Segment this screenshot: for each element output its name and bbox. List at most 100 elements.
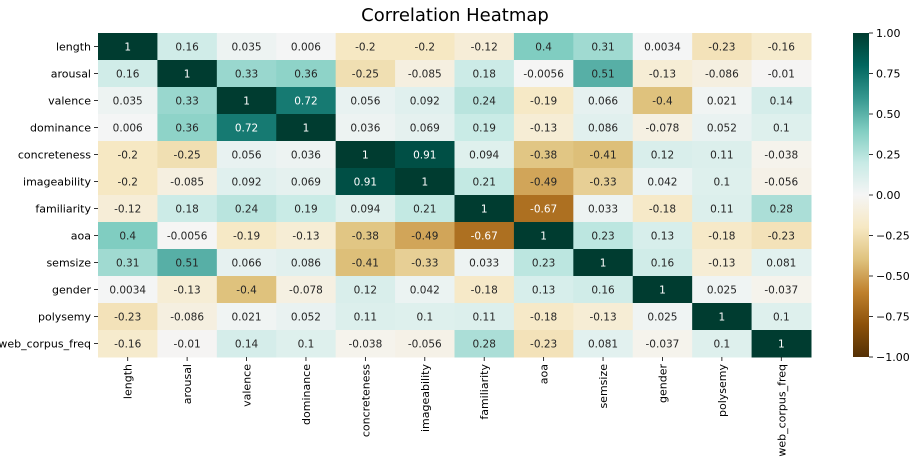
heatmap-cell-concreteness-length: [98, 141, 158, 169]
heatmap-cell-polysemy-polysemy: [692, 303, 753, 331]
x-tick-label-arousal: arousal: [181, 364, 194, 404]
heatmap-cell-dominance-familiarity: [454, 114, 515, 142]
cell-value-label: -0.25: [352, 69, 379, 81]
cell-value-label: 0.092: [232, 177, 262, 189]
heatmap-cell-valence-web_corpus_freq: [751, 87, 812, 115]
heatmap-cell-concreteness-familiarity: [454, 141, 515, 169]
x-tick-label-aoa: aoa: [538, 364, 551, 384]
cell-value-label: -0.38: [352, 231, 379, 243]
heatmap-cell-gender-familiarity: [454, 276, 515, 304]
cell-value-label: -0.38: [530, 150, 557, 162]
heatmap-cell-polysemy-concreteness: [335, 303, 396, 331]
heatmap-cell-valence-familiarity: [454, 87, 515, 115]
cell-value-label: 0.24: [235, 204, 259, 216]
x-tick-label-web_corpus_freq: web_corpus_freq: [775, 364, 788, 457]
y-tick-label-semsize: semsize: [46, 257, 91, 270]
cell-value-label: 0.025: [707, 285, 737, 297]
cell-value-label: 1: [184, 69, 191, 81]
cell-value-label: 0.033: [469, 258, 499, 270]
colorbar: 1.00 0.75 0.50 0.25 0.00 −0.25 −0.50 −0.75 −1.00: [853, 27, 910, 364]
cell-value-label: 1: [362, 150, 369, 162]
heatmap-cell-length-length: [98, 33, 158, 61]
heatmap-cell-concreteness-imageability: [395, 141, 455, 169]
y-tick-label-aoa: aoa: [71, 230, 91, 243]
y-tick-label-length: length: [56, 41, 91, 54]
heatmap-cell-polysemy-arousal: [157, 303, 218, 331]
heatmap-cell-familiarity-arousal: [157, 195, 218, 223]
cell-value-label: 0.033: [588, 204, 618, 216]
cell-value-label: -0.16: [114, 339, 141, 351]
heatmap-cell-familiarity-familiarity: [454, 195, 515, 223]
y-tick-label-concreteness: concreteness: [18, 149, 91, 162]
heatmap-cell-semsize-aoa: [513, 249, 574, 277]
cell-value-label: 0.1: [773, 123, 790, 135]
heatmap-cell-arousal-concreteness: [335, 60, 396, 88]
x-tick-label-concreteness: concreteness: [359, 364, 372, 437]
cell-value-label: 0.1: [714, 177, 731, 189]
cell-value-label: 0.31: [591, 42, 614, 54]
cell-value-label: 0.092: [410, 96, 440, 108]
cell-value-label: 1: [778, 339, 785, 351]
cell-value-label: -0.18: [708, 231, 735, 243]
cell-value-label: 0.18: [473, 69, 496, 81]
heatmap-cell-web_corpus_freq-length: [98, 330, 158, 358]
cell-value-label: -0.078: [289, 285, 323, 297]
y-tick-label-dominance: dominance: [30, 122, 91, 135]
heatmap-cell-valence-gender: [632, 87, 693, 115]
cell-value-label: 0.086: [588, 123, 618, 135]
cell-value-label: 0.51: [175, 258, 198, 270]
heatmap-cell-arousal-aoa: [513, 60, 574, 88]
cell-value-label: 0.14: [770, 96, 794, 108]
cell-value-label: -0.13: [649, 69, 676, 81]
heatmap-cell-concreteness-concreteness: [335, 141, 396, 169]
heatmap-cell-imageability-aoa: [513, 168, 574, 196]
cell-value-label: -0.23: [530, 339, 557, 351]
y-tick-label-polysemy: polysemy: [38, 311, 91, 324]
cell-value-label: 0.1: [773, 312, 790, 324]
cell-value-label: 0.081: [588, 339, 618, 351]
heatmap-cell-gender-imageability: [395, 276, 455, 304]
cell-value-label: -0.16: [768, 42, 795, 54]
cell-value-label: 0.28: [473, 339, 496, 351]
heatmap-cell-web_corpus_freq-polysemy: [692, 330, 753, 358]
colorbar-tick-label: −0.25: [876, 230, 910, 243]
x-tick-label-valence: valence: [241, 364, 254, 407]
heatmap-cell-imageability-semsize: [573, 168, 634, 196]
colorbar-gradient: [853, 33, 869, 357]
heatmap-cell-length-polysemy: [692, 33, 753, 61]
heatmap-cell-web_corpus_freq-gender: [632, 330, 693, 358]
heatmap-cell-imageability-web_corpus_freq: [751, 168, 812, 196]
heatmap-cell-length-imageability: [395, 33, 455, 61]
heatmap-cell-semsize-imageability: [395, 249, 455, 277]
cell-value-label: -0.23: [708, 42, 735, 54]
heatmap-cell-dominance-dominance: [276, 114, 337, 142]
heatmap-cell-semsize-length: [98, 249, 158, 277]
y-tick-label-familiarity: familiarity: [35, 203, 91, 216]
cell-value-label: -0.13: [708, 258, 735, 270]
cell-value-label: 0.066: [588, 96, 618, 108]
cell-value-label: -0.01: [768, 69, 795, 81]
cell-value-label: -0.67: [530, 204, 557, 216]
cell-value-label: 0.14: [235, 339, 259, 351]
heatmap-cell-aoa-concreteness: [335, 222, 396, 250]
cell-value-label: 0.13: [651, 231, 674, 243]
cell-value-label: 0.006: [113, 123, 143, 135]
cell-value-label: 0.066: [232, 258, 262, 270]
heatmap-cell-imageability-arousal: [157, 168, 218, 196]
colorbar-tick-label: −0.50: [876, 270, 910, 283]
heatmap-cell-familiarity-concreteness: [335, 195, 396, 223]
heatmap-cell-arousal-dominance: [276, 60, 337, 88]
cell-value-label: 0.16: [175, 42, 199, 54]
heatmap-cell-polysemy-imageability: [395, 303, 455, 331]
heatmap-cell-valence-semsize: [573, 87, 634, 115]
cell-value-label: -0.23: [768, 231, 795, 243]
heatmap-cell-concreteness-gender: [632, 141, 693, 169]
heatmap-cell-polysemy-gender: [632, 303, 693, 331]
cell-value-label: 0.19: [294, 204, 317, 216]
heatmap-cell-dominance-gender: [632, 114, 693, 142]
heatmap-cell-dominance-aoa: [513, 114, 574, 142]
cell-value-label: 1: [719, 312, 726, 324]
cell-value-label: 0.21: [473, 177, 496, 189]
heatmap-cell-semsize-familiarity: [454, 249, 515, 277]
